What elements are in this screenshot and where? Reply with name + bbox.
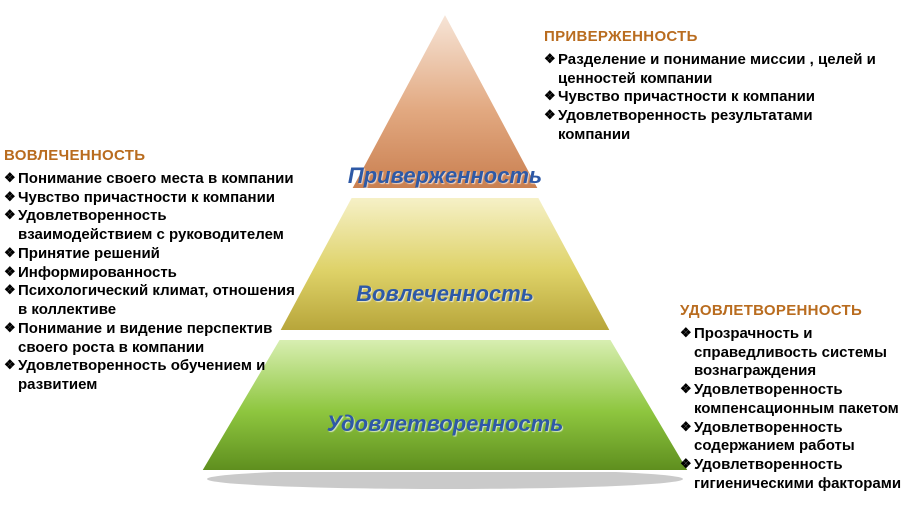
pyramid-level-mid bbox=[279, 197, 611, 331]
involvement-item: Удовлетворенность взаимодействием с руко… bbox=[4, 207, 304, 245]
involvement-item: Удовлетворенность обучением и развитием bbox=[4, 357, 304, 395]
involvement-title: ВОВЛЕЧЕННОСТЬ bbox=[4, 147, 304, 166]
satisfaction-item: Удовлетворенность компенсационным пакето… bbox=[680, 381, 904, 419]
diagram-stage: ПриверженностьВовлеченностьУдовлетворенн… bbox=[0, 0, 907, 513]
commitment-list: Разделение и понимание миссии , целей и … bbox=[544, 51, 882, 145]
commitment-block: ПРИВЕРЖЕННОСТЬ Разделение и понимание ми… bbox=[544, 28, 882, 145]
commitment-item: Чувство причастности к компании bbox=[544, 88, 882, 107]
satisfaction-item: Удовлетворенность гигиеническими фактора… bbox=[680, 456, 904, 494]
involvement-item: Психологический климат, отношения в колл… bbox=[4, 282, 304, 320]
involvement-block: ВОВЛЕЧЕННОСТЬ Понимание своего места в к… bbox=[4, 147, 304, 395]
satisfaction-item: Удовлетворенность содержанием работы bbox=[680, 419, 904, 457]
involvement-item: Понимание и видение перспектив своего ро… bbox=[4, 320, 304, 358]
commitment-title: ПРИВЕРЖЕННОСТЬ bbox=[544, 28, 882, 47]
involvement-item: Принятие решений bbox=[4, 245, 304, 264]
involvement-list: Понимание своего места в компанииЧувство… bbox=[4, 170, 304, 395]
involvement-item: Информированность bbox=[4, 264, 304, 283]
involvement-item: Чувство причастности к компании bbox=[4, 189, 304, 208]
commitment-item: Разделение и понимание миссии , целей и … bbox=[544, 51, 882, 89]
satisfaction-title: УДОВЛЕТВОРЕННОСТЬ bbox=[680, 302, 904, 321]
commitment-item: Удовлетворенность результатами компании bbox=[544, 107, 882, 145]
satisfaction-block: УДОВЛЕТВОРЕННОСТЬ Прозрачность и справед… bbox=[680, 302, 904, 494]
satisfaction-item: Прозрачность и справедливость системы во… bbox=[680, 325, 904, 381]
satisfaction-list: Прозрачность и справедливость системы во… bbox=[680, 325, 904, 494]
pyramid-label-bot: Удовлетворенность bbox=[195, 411, 695, 437]
involvement-item: Понимание своего места в компании bbox=[4, 170, 304, 189]
